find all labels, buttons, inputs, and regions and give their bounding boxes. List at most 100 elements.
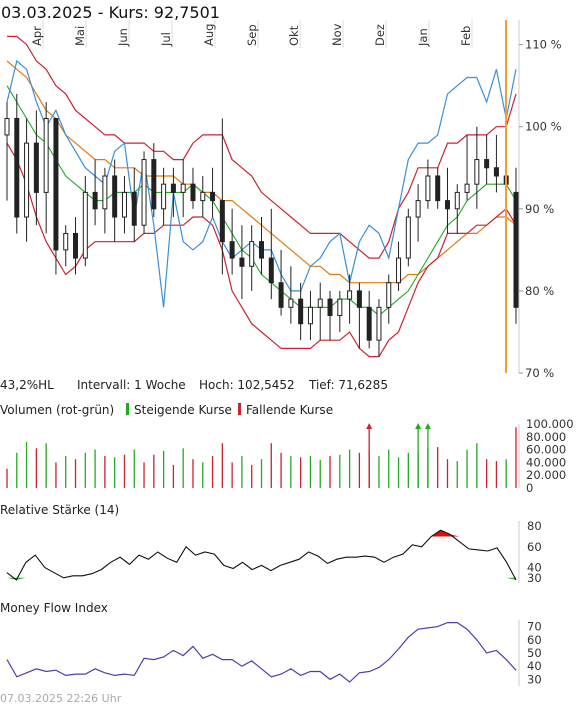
price-tick-label: 80 % xyxy=(525,284,554,298)
price-tick-label: 90 % xyxy=(525,202,554,216)
candle-up-body xyxy=(82,191,88,259)
green-moving-average-line xyxy=(6,85,517,317)
candle-up-body xyxy=(337,298,343,317)
candle-up-body xyxy=(396,257,402,284)
candle-up-body xyxy=(180,183,186,193)
lower-band-line xyxy=(6,142,517,358)
info-low: Tief: 71,6285 xyxy=(308,378,388,392)
candle-down-body xyxy=(298,298,304,325)
candle-up-body xyxy=(141,159,147,226)
volume-tick-label: 100.000 xyxy=(526,417,574,431)
candle-up-body xyxy=(386,282,392,308)
candle-down-body xyxy=(33,142,39,193)
candle-up-body xyxy=(405,216,411,259)
header-separator: - xyxy=(93,3,109,22)
candle-up-body xyxy=(63,232,69,251)
month-label: Aug xyxy=(202,24,216,46)
upper-band-line xyxy=(7,35,517,259)
candle-up-body xyxy=(307,306,313,325)
volume-tick-label: 40.000 xyxy=(526,455,566,469)
candle-down-body xyxy=(73,232,79,259)
legend-down-swatch xyxy=(238,403,241,415)
rsi-overbought-fill xyxy=(431,530,460,537)
candle-up-body xyxy=(43,118,49,193)
candle-up-body xyxy=(464,183,470,193)
rsi-line xyxy=(6,529,517,581)
info-interval: Intervall: 1 Woche xyxy=(77,378,186,392)
candle-down-body xyxy=(327,298,333,317)
volume-overflow-arrow xyxy=(424,423,431,429)
candle-up-body xyxy=(454,191,460,210)
candle-up-body xyxy=(376,306,382,341)
candle-down-body xyxy=(112,175,118,218)
mfi-line xyxy=(6,621,517,683)
candle-down-body xyxy=(268,257,274,284)
candle-up-body xyxy=(121,191,127,218)
volume-title: Volumen (rot-grün) xyxy=(0,403,114,417)
candle-down-body xyxy=(210,191,216,202)
rsi-tick-label: 30 xyxy=(527,571,542,585)
rsi-title: Relative Stärke (14) xyxy=(0,503,119,517)
volume-tick-label: 20.000 xyxy=(526,468,566,482)
candle-down-body xyxy=(190,183,196,202)
candle-up-body xyxy=(24,142,30,218)
candle-up-body xyxy=(102,175,108,210)
candle-down-body xyxy=(229,241,235,259)
price-tick-label: 110 % xyxy=(525,38,562,52)
candle-down-body xyxy=(493,167,499,177)
price-tick-label: 100 % xyxy=(525,120,562,134)
candle-up-body xyxy=(347,290,353,300)
candle-up-body xyxy=(249,241,255,267)
candle-down-body xyxy=(513,191,519,308)
price-panel: Apr Mai Jun Jul Aug Sep Okt Nov Dez Jan Feb 110 % 10… xyxy=(4,20,562,380)
month-label: Jul xyxy=(159,32,173,47)
legend-up-swatch xyxy=(126,403,129,415)
candle-down-body xyxy=(131,191,137,226)
candle-down-body xyxy=(239,257,245,267)
volume-tick-label: 80.000 xyxy=(526,430,566,444)
candle-down-body xyxy=(151,159,157,210)
volume-tick-label: 60.000 xyxy=(526,443,566,457)
candle-down-body xyxy=(484,159,490,169)
candle-down-body xyxy=(444,200,450,210)
chart-header: 03.03.2025 - Kurs: 92,7501 xyxy=(1,3,220,22)
candle-up-body xyxy=(415,200,421,218)
candle-down-body xyxy=(14,118,20,218)
header-price: Kurs: 92,7501 xyxy=(109,3,220,22)
candle-up-body xyxy=(200,191,206,202)
month-label: Feb xyxy=(459,26,473,46)
candle-down-body xyxy=(219,200,225,243)
candle-down-body xyxy=(356,290,362,308)
candle-up-body xyxy=(317,298,323,308)
mfi-tick-label: 70 xyxy=(527,620,542,634)
candle-down-body xyxy=(366,306,372,341)
mfi-tick-label: 60 xyxy=(527,633,542,647)
mfi-tick-label: 50 xyxy=(527,646,542,660)
volume-legend-down: Fallende Kurse xyxy=(246,403,333,417)
candle-up-body xyxy=(4,118,10,136)
info-hl: 43,2%HL xyxy=(0,378,54,392)
candle-down-body xyxy=(170,183,176,193)
month-label: Mai xyxy=(73,26,87,46)
candle-up-body xyxy=(474,159,480,185)
volume-overflow-arrow xyxy=(415,423,422,429)
rsi-oversold-fill xyxy=(506,577,516,580)
rsi-tick-label: 40 xyxy=(527,561,542,575)
candle-up-body xyxy=(161,183,167,210)
candle-down-body xyxy=(278,282,284,308)
month-label: Dez xyxy=(373,24,387,46)
month-label: Nov xyxy=(330,23,344,46)
header-date: 03.03.2025 xyxy=(1,3,93,22)
month-label: Okt xyxy=(287,25,301,46)
info-high: Hoch: 102,5452 xyxy=(199,378,295,392)
candle-up-body xyxy=(425,175,431,202)
rsi-tick-label: 60 xyxy=(527,540,542,554)
month-label: Jun xyxy=(116,28,130,47)
mfi-tick-label: 30 xyxy=(527,672,542,686)
candle-down-body xyxy=(435,175,441,202)
month-label: Sep xyxy=(245,24,259,46)
